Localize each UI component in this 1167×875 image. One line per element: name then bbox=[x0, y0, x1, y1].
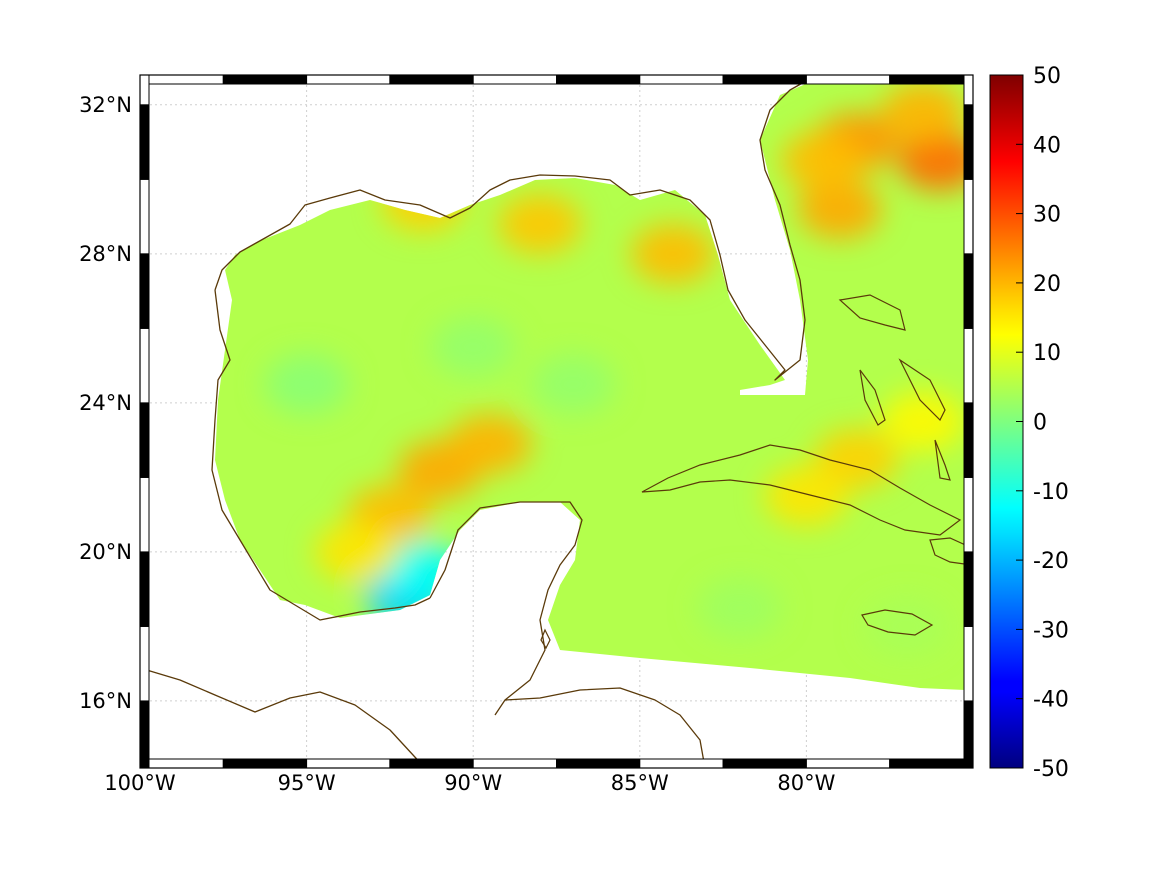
colorbar-tick-label: -50 bbox=[1033, 757, 1069, 782]
anomaly-blob bbox=[314, 521, 399, 582]
frame-segment-top bbox=[472, 74, 558, 85]
x-tick-label: 85°W bbox=[611, 771, 669, 795]
frame-segment-right bbox=[963, 327, 974, 404]
frame-segment-left bbox=[139, 551, 150, 627]
anomaly-blob bbox=[697, 577, 782, 638]
island-jamaica bbox=[861, 609, 934, 636]
frame-segment-top bbox=[805, 74, 891, 85]
frame-segment-left bbox=[139, 402, 150, 478]
colorbar: 50 40 30 20 10 0 -10 -20 -30 -40 -50 bbox=[989, 64, 1069, 782]
anomaly-blob bbox=[881, 391, 965, 452]
frame-segment-bottom bbox=[805, 758, 891, 769]
colorbar-tick-label: -40 bbox=[1033, 688, 1069, 713]
colorbar-tick-label: 30 bbox=[1033, 203, 1061, 228]
x-tick-label: 80°W bbox=[777, 771, 835, 795]
anomaly-blob bbox=[531, 354, 616, 415]
y-tick-label: 24°N bbox=[79, 391, 132, 415]
colorbar-tick-label: -20 bbox=[1033, 549, 1069, 574]
frame-segment-bottom bbox=[889, 758, 974, 769]
x-tick-label: 95°W bbox=[278, 771, 336, 795]
coastline-gulf-north bbox=[214, 75, 816, 381]
coastline-central-america bbox=[139, 667, 426, 769]
frame-segment-right bbox=[963, 625, 974, 702]
colorbar-tick-label: -10 bbox=[1033, 480, 1069, 505]
frame-segment-bottom bbox=[556, 758, 641, 769]
anomaly-blob bbox=[897, 130, 965, 191]
anomaly-blob bbox=[797, 179, 882, 240]
frame-segment-top bbox=[389, 74, 474, 85]
y-tick-label: 16°N bbox=[79, 689, 132, 713]
frame-segment-left bbox=[139, 74, 150, 106]
map-frame bbox=[139, 74, 974, 769]
frame-segment-left bbox=[139, 327, 150, 404]
frame-segment-top bbox=[639, 74, 724, 85]
anomaly-blob bbox=[497, 194, 582, 255]
frame-segment-right bbox=[963, 700, 974, 769]
frame-segment-bottom bbox=[472, 758, 558, 769]
frame-segment-left bbox=[139, 178, 150, 255]
y-tick-labels: 16°N 20°N 24°N 28°N 32°N bbox=[79, 93, 132, 713]
colorbar-tick-label: 20 bbox=[1033, 272, 1061, 297]
island-cozumel bbox=[540, 628, 551, 650]
frame-segment-top bbox=[139, 74, 224, 85]
coastline-honduras bbox=[504, 687, 706, 769]
frame-segment-left bbox=[139, 104, 150, 180]
frame-segment-bottom bbox=[139, 758, 224, 769]
frame-segment-left bbox=[139, 625, 150, 702]
frame-segment-bottom bbox=[389, 758, 474, 769]
frame-segment-top bbox=[306, 74, 391, 85]
anomaly-blob bbox=[431, 316, 516, 377]
anomaly-blob bbox=[264, 354, 349, 415]
anomaly-blob bbox=[447, 413, 532, 474]
frame-segment-top bbox=[222, 74, 308, 85]
anomaly-field bbox=[215, 80, 965, 690]
frame-segment-right bbox=[963, 476, 974, 553]
frame-segment-left bbox=[139, 476, 150, 553]
anomaly-blob bbox=[781, 130, 866, 191]
x-tick-label: 100°W bbox=[104, 771, 176, 795]
frame-segment-bottom bbox=[306, 758, 391, 769]
x-tick-labels: 100°W 95°W 90°W 85°W 80°W bbox=[104, 771, 835, 795]
coastline-yucatan bbox=[429, 501, 583, 716]
frame-segment-right bbox=[963, 178, 974, 255]
y-tick-label: 20°N bbox=[79, 540, 132, 564]
coastline-gulf-west bbox=[211, 289, 431, 621]
colorbar-tick-label: 0 bbox=[1033, 411, 1047, 436]
colorbar-tick-labels: 50 40 30 20 10 0 -10 -20 -30 -40 -50 bbox=[1016, 64, 1069, 782]
frame-segment-right bbox=[963, 104, 974, 180]
frame-segment-right bbox=[963, 253, 974, 329]
anomaly-blob bbox=[881, 82, 965, 143]
frame-border bbox=[139, 74, 974, 769]
colorbar-tick-label: 40 bbox=[1033, 133, 1061, 158]
islands-bahamas bbox=[838, 294, 951, 481]
frame-segment-left bbox=[139, 700, 150, 769]
frame-segment-bottom bbox=[722, 758, 807, 769]
frame-segment-top bbox=[889, 74, 974, 85]
y-tick-label: 32°N bbox=[79, 93, 132, 117]
frame-segment-top bbox=[722, 74, 807, 85]
y-tick-label: 28°N bbox=[79, 242, 132, 266]
frame-segment-right bbox=[963, 551, 974, 627]
frame-segment-bottom bbox=[639, 758, 724, 769]
frame-segment-right bbox=[963, 402, 974, 478]
frame-segment-bottom bbox=[222, 758, 308, 769]
frame-segment-right bbox=[963, 74, 974, 106]
x-tick-label: 90°W bbox=[444, 771, 502, 795]
colorbar-tick-label: 10 bbox=[1033, 341, 1061, 366]
frame-segment-top bbox=[556, 74, 641, 85]
colorbar-tick-label: -30 bbox=[1033, 618, 1069, 643]
island-cuba bbox=[641, 444, 962, 536]
anomaly-blob bbox=[864, 596, 949, 657]
colorbar-tick-label: 50 bbox=[1033, 64, 1061, 89]
anomaly-blob bbox=[631, 223, 716, 284]
frame-segment-left bbox=[139, 253, 150, 329]
anomaly-blob bbox=[764, 466, 849, 527]
